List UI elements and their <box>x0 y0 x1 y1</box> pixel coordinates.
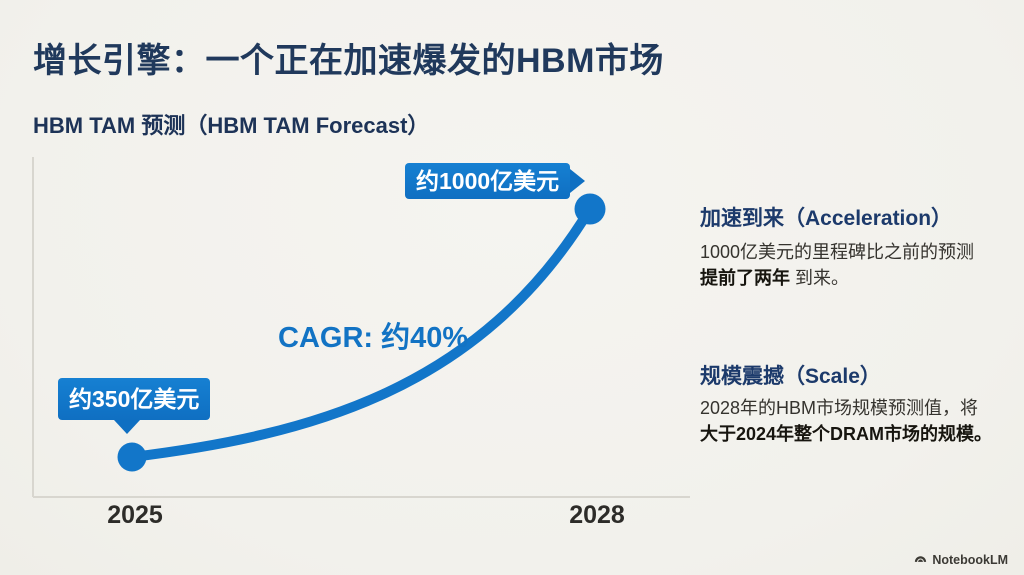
callout-2028-value: 约1000亿美元 <box>405 163 586 199</box>
panel-acceleration-body: 1000亿美元的里程碑比之前的预测 提前了两年 到来。 <box>700 240 1012 291</box>
callout-2028-label: 约1000亿美元 <box>416 168 560 194</box>
page-title: 增长引擎：一个正在加速爆发的HBM市场 <box>33 42 664 80</box>
x-tick-2025: 2025 <box>107 501 163 529</box>
panel-acceleration-bold: 提前了两年 <box>700 267 790 288</box>
panel-scale-heading: 规模震撼（Scale） <box>700 365 881 388</box>
data-point-2028 <box>574 193 606 225</box>
callout-2025-value: 约350亿美元 <box>58 378 211 434</box>
panel-acceleration-heading: 加速到来（Acceleration） <box>700 207 953 230</box>
watermark-text: NotebookLM <box>932 553 1008 567</box>
chart-title: HBM TAM 预测（HBM TAM Forecast） <box>33 113 430 138</box>
panel-scale-line1: 2028年的HBM市场规模预测值，将 <box>700 398 979 418</box>
panel-acceleration-line1: 1000亿美元的里程碑比之前的预测 <box>700 242 975 262</box>
callout-pointer-down-icon <box>114 420 140 434</box>
callout-pointer-right-icon <box>570 169 586 193</box>
panel-scale-body: 2028年的HBM市场规模预测值，将 大于2024年整个DRAM市场的规模。 <box>700 396 1012 447</box>
panel-acceleration-tail: 到来。 <box>790 267 850 288</box>
x-tick-2028: 2028 <box>569 501 625 529</box>
watermark: NotebookLM <box>913 553 1008 567</box>
callout-2025-label: 约350亿美元 <box>69 386 200 412</box>
data-point-2025 <box>117 442 147 472</box>
notebooklm-logo-icon <box>915 556 927 562</box>
panel-scale-bold: 大于2024年整个DRAM市场的规模。 <box>700 423 993 444</box>
cagr-annotation: CAGR: 约40% <box>278 322 469 354</box>
